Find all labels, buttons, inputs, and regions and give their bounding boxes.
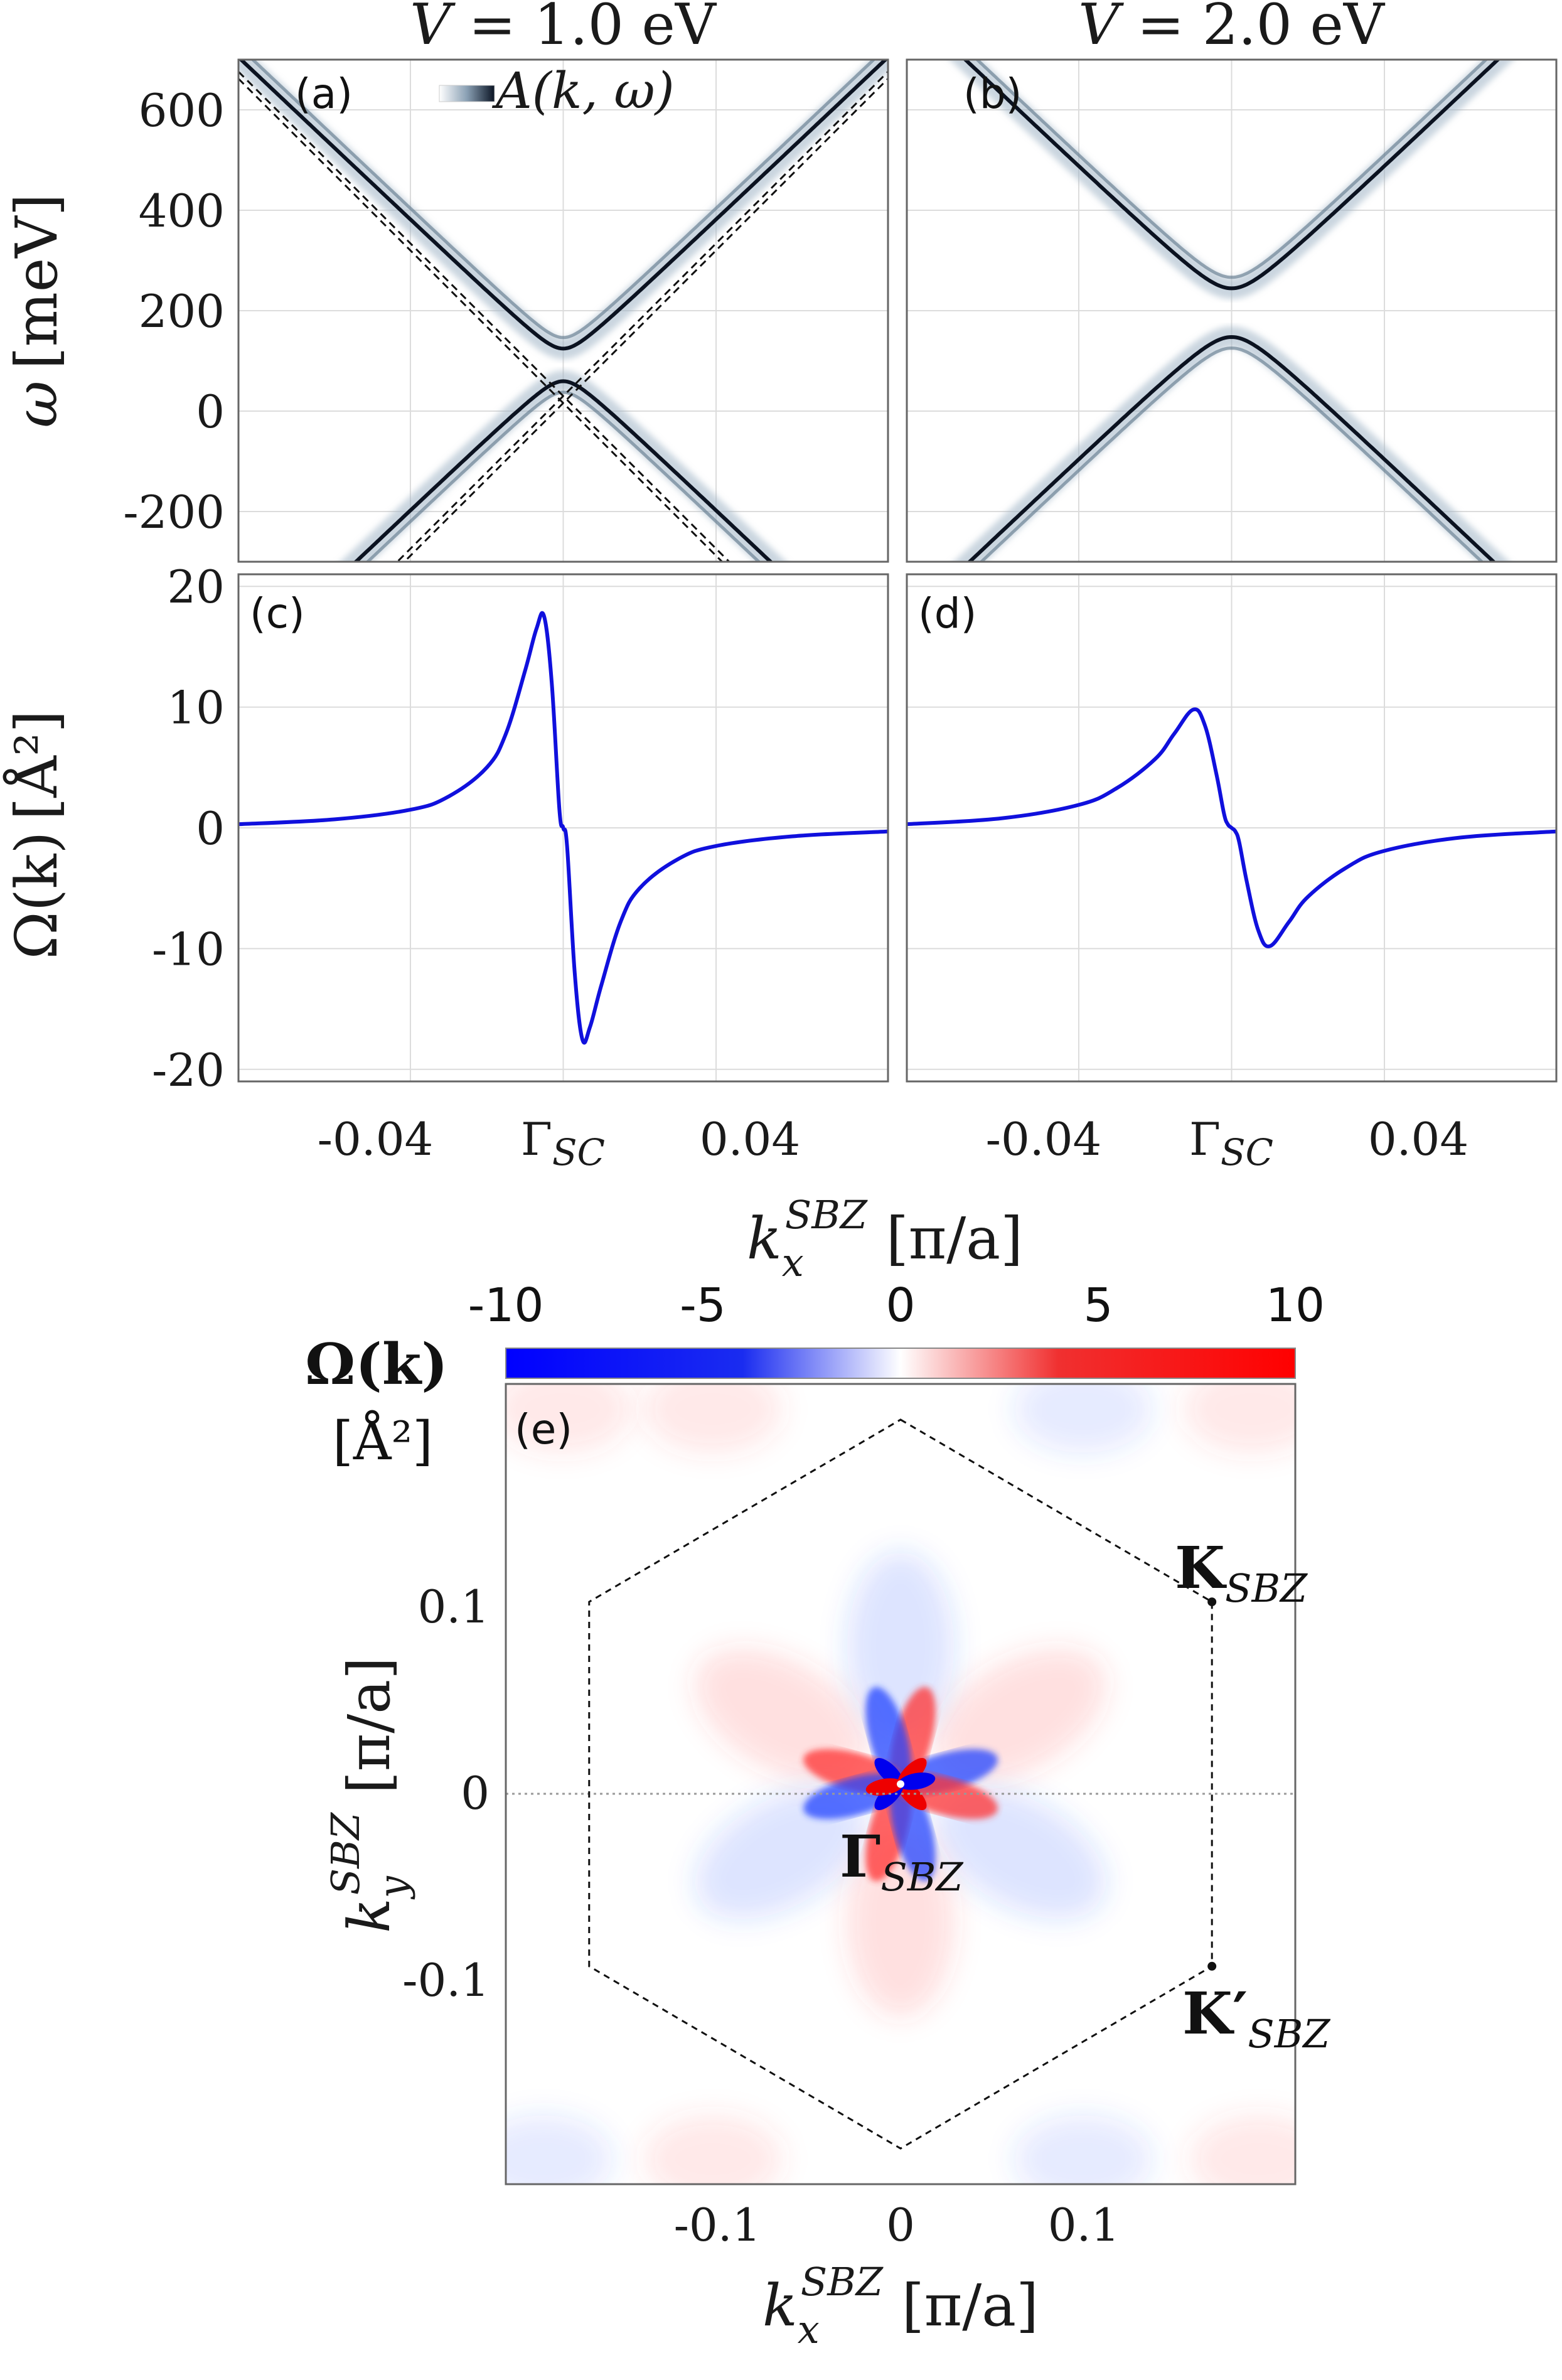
band-core-b-lower	[966, 335, 1497, 562]
panel-e-gamma-core	[865, 1757, 936, 1811]
panel-a-label: (a)	[295, 70, 353, 118]
ky-axis-label: kySBZ[π/a]	[323, 1657, 416, 1933]
ytick-c-2: 0	[196, 802, 225, 855]
panel-a: (a) A(k, ω) -200 0 200 400 600	[123, 58, 889, 563]
ytick-a-0: -200	[123, 486, 225, 539]
panel-d: (d)	[906, 573, 1558, 1083]
outer-lobe-0	[934, 1649, 1106, 1781]
panel-b-label: (b)	[963, 70, 1022, 118]
panel-b: (b)	[906, 58, 1558, 563]
title-panel-a: V = 1.0 eV	[410, 0, 717, 58]
k-point-label: KSBZ	[1175, 1534, 1308, 1611]
spectral-colorbar-label: A(k, ω)	[491, 62, 675, 120]
ytick-a-2: 200	[139, 285, 225, 338]
berry-colorbar: -10 -5 0 5 10 Ω(k) [Å²]	[305, 1278, 1325, 1472]
kx-axis-label-bottom: kxSBZ [π/a]	[762, 2259, 1039, 2352]
neighbor-lobe-7	[1190, 2115, 1295, 2184]
k-prime-point	[1207, 1961, 1217, 1971]
band-core-a-lower	[353, 379, 774, 562]
xtick-d-minus: -0.04	[986, 1113, 1102, 1166]
panel-c-label: (c)	[250, 589, 305, 638]
neighbor-lobe-5	[644, 2115, 782, 2184]
panel-c-grid	[238, 574, 888, 1081]
panel-d-label: (d)	[918, 589, 976, 638]
panel-a-grid	[238, 60, 888, 562]
ytick-a-4: 600	[139, 84, 225, 137]
neighbor-lobe-2	[1014, 1384, 1152, 1453]
cb-tick-0: 0	[885, 1278, 915, 1332]
core-lobe-4	[897, 1772, 936, 1790]
ytick-a-1: 0	[196, 385, 225, 438]
sbz-hexagon	[588, 1418, 1213, 2150]
band-replica-b-upper	[975, 60, 1489, 279]
panel-c: (c) -20 -10 0 10 20	[152, 560, 889, 1096]
outer-lobe-2	[695, 1649, 867, 1781]
e-ytick-minus: -0.1	[402, 1954, 489, 2007]
ytick-c-1: -10	[152, 923, 225, 975]
xtick-c-minus: -0.04	[318, 1113, 434, 1166]
gamma-center-dot	[897, 1780, 904, 1788]
title-panel-b: V = 2.0 eV	[1078, 0, 1386, 58]
band-core-a-upper	[238, 60, 888, 351]
panel-b-spectral-bands	[950, 60, 1514, 562]
panel-e-label: (e)	[515, 1405, 572, 1454]
bare-cone-line-2	[238, 71, 730, 562]
xtick-c-gamma: ΓSC	[521, 1113, 605, 1174]
neighbor-lobe-4	[506, 2115, 612, 2184]
cb-tick-10: 10	[1266, 1278, 1325, 1332]
kx-axis-label-top: kxSBZ [π/a]	[747, 1192, 1023, 1285]
panel-d-xticks: -0.04 ΓSC 0.04	[986, 1113, 1468, 1174]
k-point	[1207, 1597, 1217, 1607]
ytick-c-4: 20	[167, 560, 225, 613]
berry-axis-label: Ω(k)[Å²]	[3, 710, 70, 960]
panel-d-berry-curve	[907, 707, 1556, 948]
band-replica-b-lower	[979, 346, 1484, 562]
panel-c-yticks: -20 -10 0 10 20	[152, 560, 225, 1096]
omega-axis-label: ω[meV]	[3, 194, 70, 428]
neighbor-lobe-3	[1184, 1384, 1295, 1453]
panel-e: (e) KSBZ K′SBZ ΓSBZ -0.1 0 0.1 0.1 0 -0.…	[402, 1383, 1330, 2251]
panel-a-bare-dirac-cones	[238, 71, 888, 562]
neighbor-lobe-6	[1014, 2115, 1152, 2184]
neighbor-lobe-0	[506, 1384, 631, 1453]
colorbar-title: Ω(k)	[305, 1331, 448, 1398]
inner-lobe-2	[865, 1686, 911, 1791]
e-xtick-plus: 0.1	[1048, 2199, 1120, 2251]
ytick-c-0: -20	[152, 1044, 225, 1096]
panel-a-yticks: -200 0 200 400 600	[123, 84, 225, 539]
panel-a-spectral-bands	[238, 60, 888, 562]
outer-lobe-5	[934, 1787, 1106, 1919]
cb-tick-5: 5	[1083, 1278, 1113, 1332]
gamma-point-label: ΓSBZ	[840, 1823, 963, 1900]
ytick-c-3: 10	[167, 682, 225, 734]
ytick-a-3: 400	[139, 185, 225, 237]
e-ytick-plus: 0.1	[417, 1580, 489, 1633]
xtick-c-plus: 0.04	[700, 1113, 800, 1166]
k-prime-point-label: K′SBZ	[1182, 1980, 1330, 2057]
band-replica-a-upper	[250, 60, 876, 340]
band-replica-a-lower	[365, 390, 761, 562]
outer-lobe-3	[695, 1787, 867, 1919]
neighbor-lobe-1	[644, 1384, 782, 1453]
panel-e-berry-lobes	[506, 1384, 1295, 2184]
cb-tick-m10: -10	[468, 1278, 544, 1332]
cb-tick-m5: -5	[680, 1278, 726, 1332]
outer-lobe-1	[847, 1552, 954, 1740]
panel-c-berry-curve	[238, 611, 888, 1045]
xtick-d-plus: 0.04	[1368, 1113, 1468, 1166]
bare-cone-line-3	[238, 78, 724, 562]
spectral-colorbar	[439, 85, 495, 102]
inner-lobe-6	[890, 1777, 936, 1882]
core-lobe-5	[865, 1778, 904, 1796]
panel-c-xticks: -0.04 ΓSC 0.04	[318, 1113, 800, 1174]
colorbar-unit: [Å²]	[333, 1410, 433, 1472]
e-xtick-zero: 0	[886, 2199, 915, 2251]
e-ytick-zero: 0	[461, 1767, 489, 1820]
e-xtick-minus: -0.1	[674, 2199, 761, 2251]
xtick-d-gamma: ΓSC	[1189, 1113, 1273, 1174]
band-core-b-upper	[962, 60, 1501, 291]
